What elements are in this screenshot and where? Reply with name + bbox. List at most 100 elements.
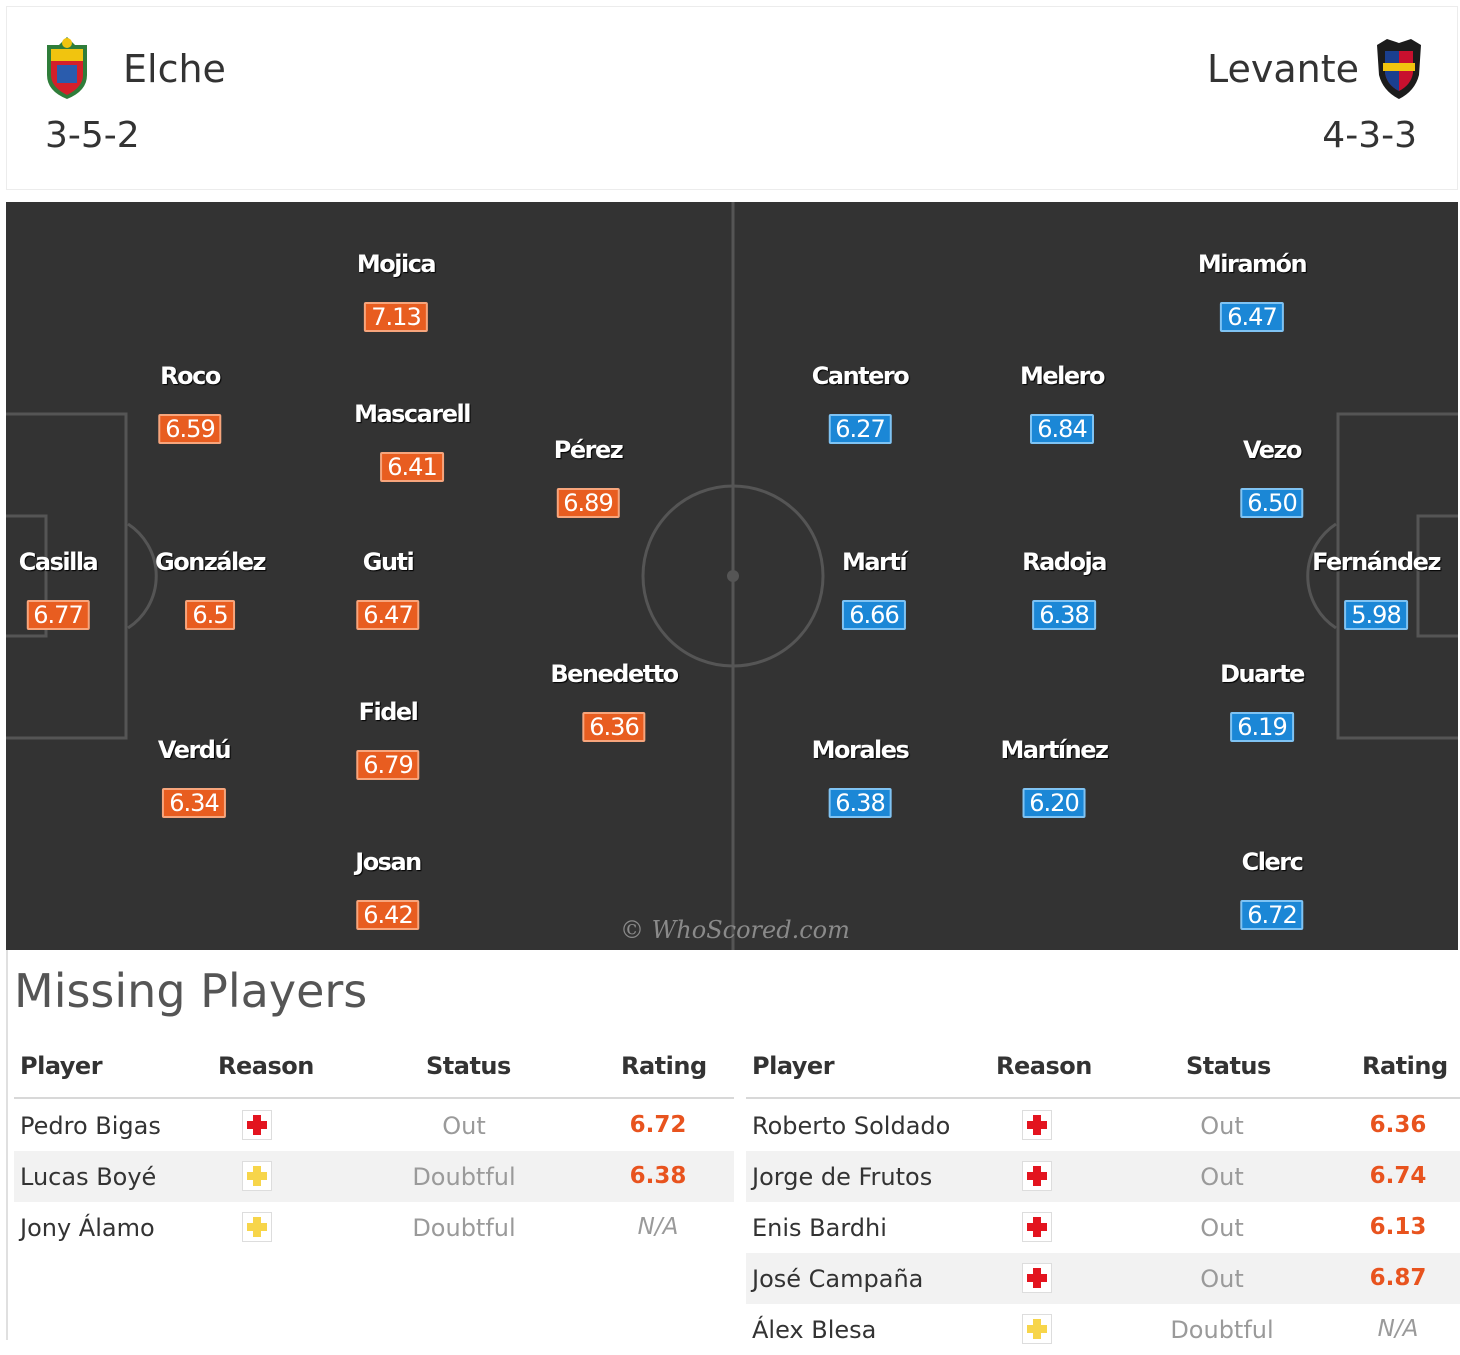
- away-player-rating: 6.20: [1022, 788, 1086, 818]
- home-player-rating: 6.41: [380, 452, 444, 482]
- away-player-rating: 6.38: [1032, 600, 1096, 630]
- home-team-name[interactable]: Elche: [123, 47, 226, 91]
- home-player[interactable]: Josan 6.42: [355, 848, 422, 930]
- missing-player-rating: N/A: [1377, 1316, 1419, 1342]
- away-header-status: Status: [1186, 1052, 1271, 1080]
- away-player[interactable]: Miramón 6.47: [1197, 250, 1308, 332]
- pitch-markings: [6, 202, 1458, 950]
- home-player-name[interactable]: Roco: [160, 362, 221, 390]
- home-player[interactable]: Pérez 6.89: [553, 436, 624, 518]
- injury-icon: [1022, 1161, 1052, 1191]
- away-player[interactable]: Martínez 6.20: [1000, 736, 1109, 818]
- missing-player-rating: 6.36: [1369, 1112, 1427, 1138]
- away-player[interactable]: Duarte 6.19: [1220, 660, 1305, 742]
- away-header-rating: Rating: [1362, 1052, 1448, 1080]
- away-player-rating: 6.66: [842, 600, 906, 630]
- home-player[interactable]: Verdú 6.34: [157, 736, 232, 818]
- away-player-name[interactable]: Martínez: [1000, 736, 1109, 764]
- away-player[interactable]: Morales 6.38: [811, 736, 910, 818]
- away-player[interactable]: Melero 6.84: [1020, 362, 1106, 444]
- away-player-name[interactable]: Cantero: [811, 362, 910, 390]
- home-player-rating: 6.47: [356, 600, 420, 630]
- missing-player-row[interactable]: Enis Bardhi Out 6.13: [746, 1202, 1460, 1253]
- injury-icon: [1022, 1263, 1052, 1293]
- home-player-name[interactable]: Guti: [362, 548, 415, 576]
- home-player[interactable]: González 6.5: [155, 548, 266, 630]
- home-player-name[interactable]: Mascarell: [354, 400, 471, 428]
- missing-player-rating: 6.38: [629, 1163, 687, 1189]
- home-player-name[interactable]: Pérez: [553, 436, 624, 464]
- away-player[interactable]: Martí 6.66: [841, 548, 908, 630]
- missing-player-status: Doubtful: [412, 1214, 516, 1242]
- home-header-status: Status: [426, 1052, 511, 1080]
- away-player-name[interactable]: Duarte: [1220, 660, 1305, 688]
- doubtful-icon: [1022, 1314, 1052, 1344]
- home-formation: 3-5-2: [45, 115, 140, 156]
- home-player[interactable]: Benedetto 6.36: [550, 660, 679, 742]
- missing-player-name[interactable]: Jorge de Frutos: [752, 1163, 933, 1191]
- missing-player-name[interactable]: Pedro Bigas: [20, 1112, 161, 1140]
- home-player-name[interactable]: Mojica: [356, 250, 437, 278]
- home-player-name[interactable]: Benedetto: [550, 660, 679, 688]
- missing-player-status: Out: [1200, 1214, 1244, 1242]
- missing-player-row[interactable]: Lucas Boyé Doubtful 6.38: [14, 1151, 734, 1202]
- home-header-rating: Rating: [621, 1052, 707, 1080]
- away-player[interactable]: Fernández 5.98: [1312, 548, 1441, 630]
- missing-player-name[interactable]: Lucas Boyé: [20, 1163, 157, 1191]
- missing-player-name[interactable]: Jony Álamo: [20, 1214, 155, 1242]
- home-player-name[interactable]: González: [155, 548, 266, 576]
- away-player-name[interactable]: Radoja: [1022, 548, 1107, 576]
- away-player-rating: 5.98: [1344, 600, 1408, 630]
- home-player[interactable]: Mojica 7.13: [356, 250, 437, 332]
- away-player-rating: 6.84: [1030, 414, 1094, 444]
- home-player[interactable]: Fidel 6.79: [356, 698, 420, 780]
- home-player[interactable]: Casilla 6.77: [18, 548, 99, 630]
- home-player[interactable]: Guti 6.47: [356, 548, 420, 630]
- missing-player-row[interactable]: Pedro Bigas Out 6.72: [14, 1100, 734, 1151]
- home-player-name[interactable]: Josan: [355, 848, 422, 876]
- away-header-reason: Reason: [996, 1052, 1092, 1080]
- away-player[interactable]: Vezo 6.50: [1240, 436, 1304, 518]
- away-player-name[interactable]: Fernández: [1312, 548, 1441, 576]
- missing-player-row[interactable]: Jony Álamo Doubtful N/A: [14, 1202, 734, 1253]
- away-player-name[interactable]: Morales: [811, 736, 910, 764]
- missing-player-name[interactable]: Enis Bardhi: [752, 1214, 887, 1242]
- missing-player-row[interactable]: Jorge de Frutos Out 6.74: [746, 1151, 1460, 1202]
- injury-icon: [1022, 1110, 1052, 1140]
- home-player-name[interactable]: Fidel: [358, 698, 419, 726]
- away-player[interactable]: Radoja 6.38: [1022, 548, 1107, 630]
- away-player[interactable]: Clerc 6.72: [1240, 848, 1304, 930]
- home-header-reason: Reason: [218, 1052, 314, 1080]
- home-player-name[interactable]: Casilla: [18, 548, 99, 576]
- missing-player-name[interactable]: José Campaña: [752, 1265, 924, 1293]
- watermark: © WhoScored.com: [620, 916, 850, 944]
- away-player-name[interactable]: Miramón: [1197, 250, 1308, 278]
- away-formation: 4-3-3: [1322, 115, 1417, 156]
- home-player-rating: 6.36: [582, 712, 646, 742]
- away-player-rating: 6.38: [828, 788, 892, 818]
- away-player-name[interactable]: Vezo: [1243, 436, 1303, 464]
- home-table-divider: [14, 1097, 734, 1099]
- missing-player-row[interactable]: Álex Blesa Doubtful N/A: [746, 1304, 1460, 1355]
- missing-player-rating: 6.72: [629, 1112, 687, 1138]
- missing-player-row[interactable]: José Campaña Out 6.87: [746, 1253, 1460, 1304]
- home-player[interactable]: Roco 6.59: [158, 362, 222, 444]
- missing-player-rating: N/A: [637, 1214, 679, 1240]
- missing-player-row[interactable]: Roberto Soldado Out 6.36: [746, 1100, 1460, 1151]
- home-player-rating: 6.79: [356, 750, 420, 780]
- missing-player-name[interactable]: Roberto Soldado: [752, 1112, 951, 1140]
- home-player-name[interactable]: Verdú: [157, 736, 232, 764]
- away-player-name[interactable]: Melero: [1020, 362, 1106, 390]
- missing-player-status: Doubtful: [1170, 1316, 1274, 1344]
- home-player[interactable]: Mascarell 6.41: [354, 400, 471, 482]
- away-player-rating: 6.19: [1230, 712, 1294, 742]
- missing-player-status: Doubtful: [412, 1163, 516, 1191]
- away-player-name[interactable]: Clerc: [1241, 848, 1304, 876]
- levante-crest-icon: [1377, 39, 1421, 99]
- missing-player-name[interactable]: Álex Blesa: [752, 1316, 877, 1344]
- away-team-name[interactable]: Levante: [1206, 47, 1359, 91]
- away-player[interactable]: Cantero 6.27: [811, 362, 910, 444]
- home-player-rating: 6.42: [356, 900, 420, 930]
- away-player-rating: 6.47: [1220, 302, 1284, 332]
- away-player-name[interactable]: Martí: [841, 548, 908, 576]
